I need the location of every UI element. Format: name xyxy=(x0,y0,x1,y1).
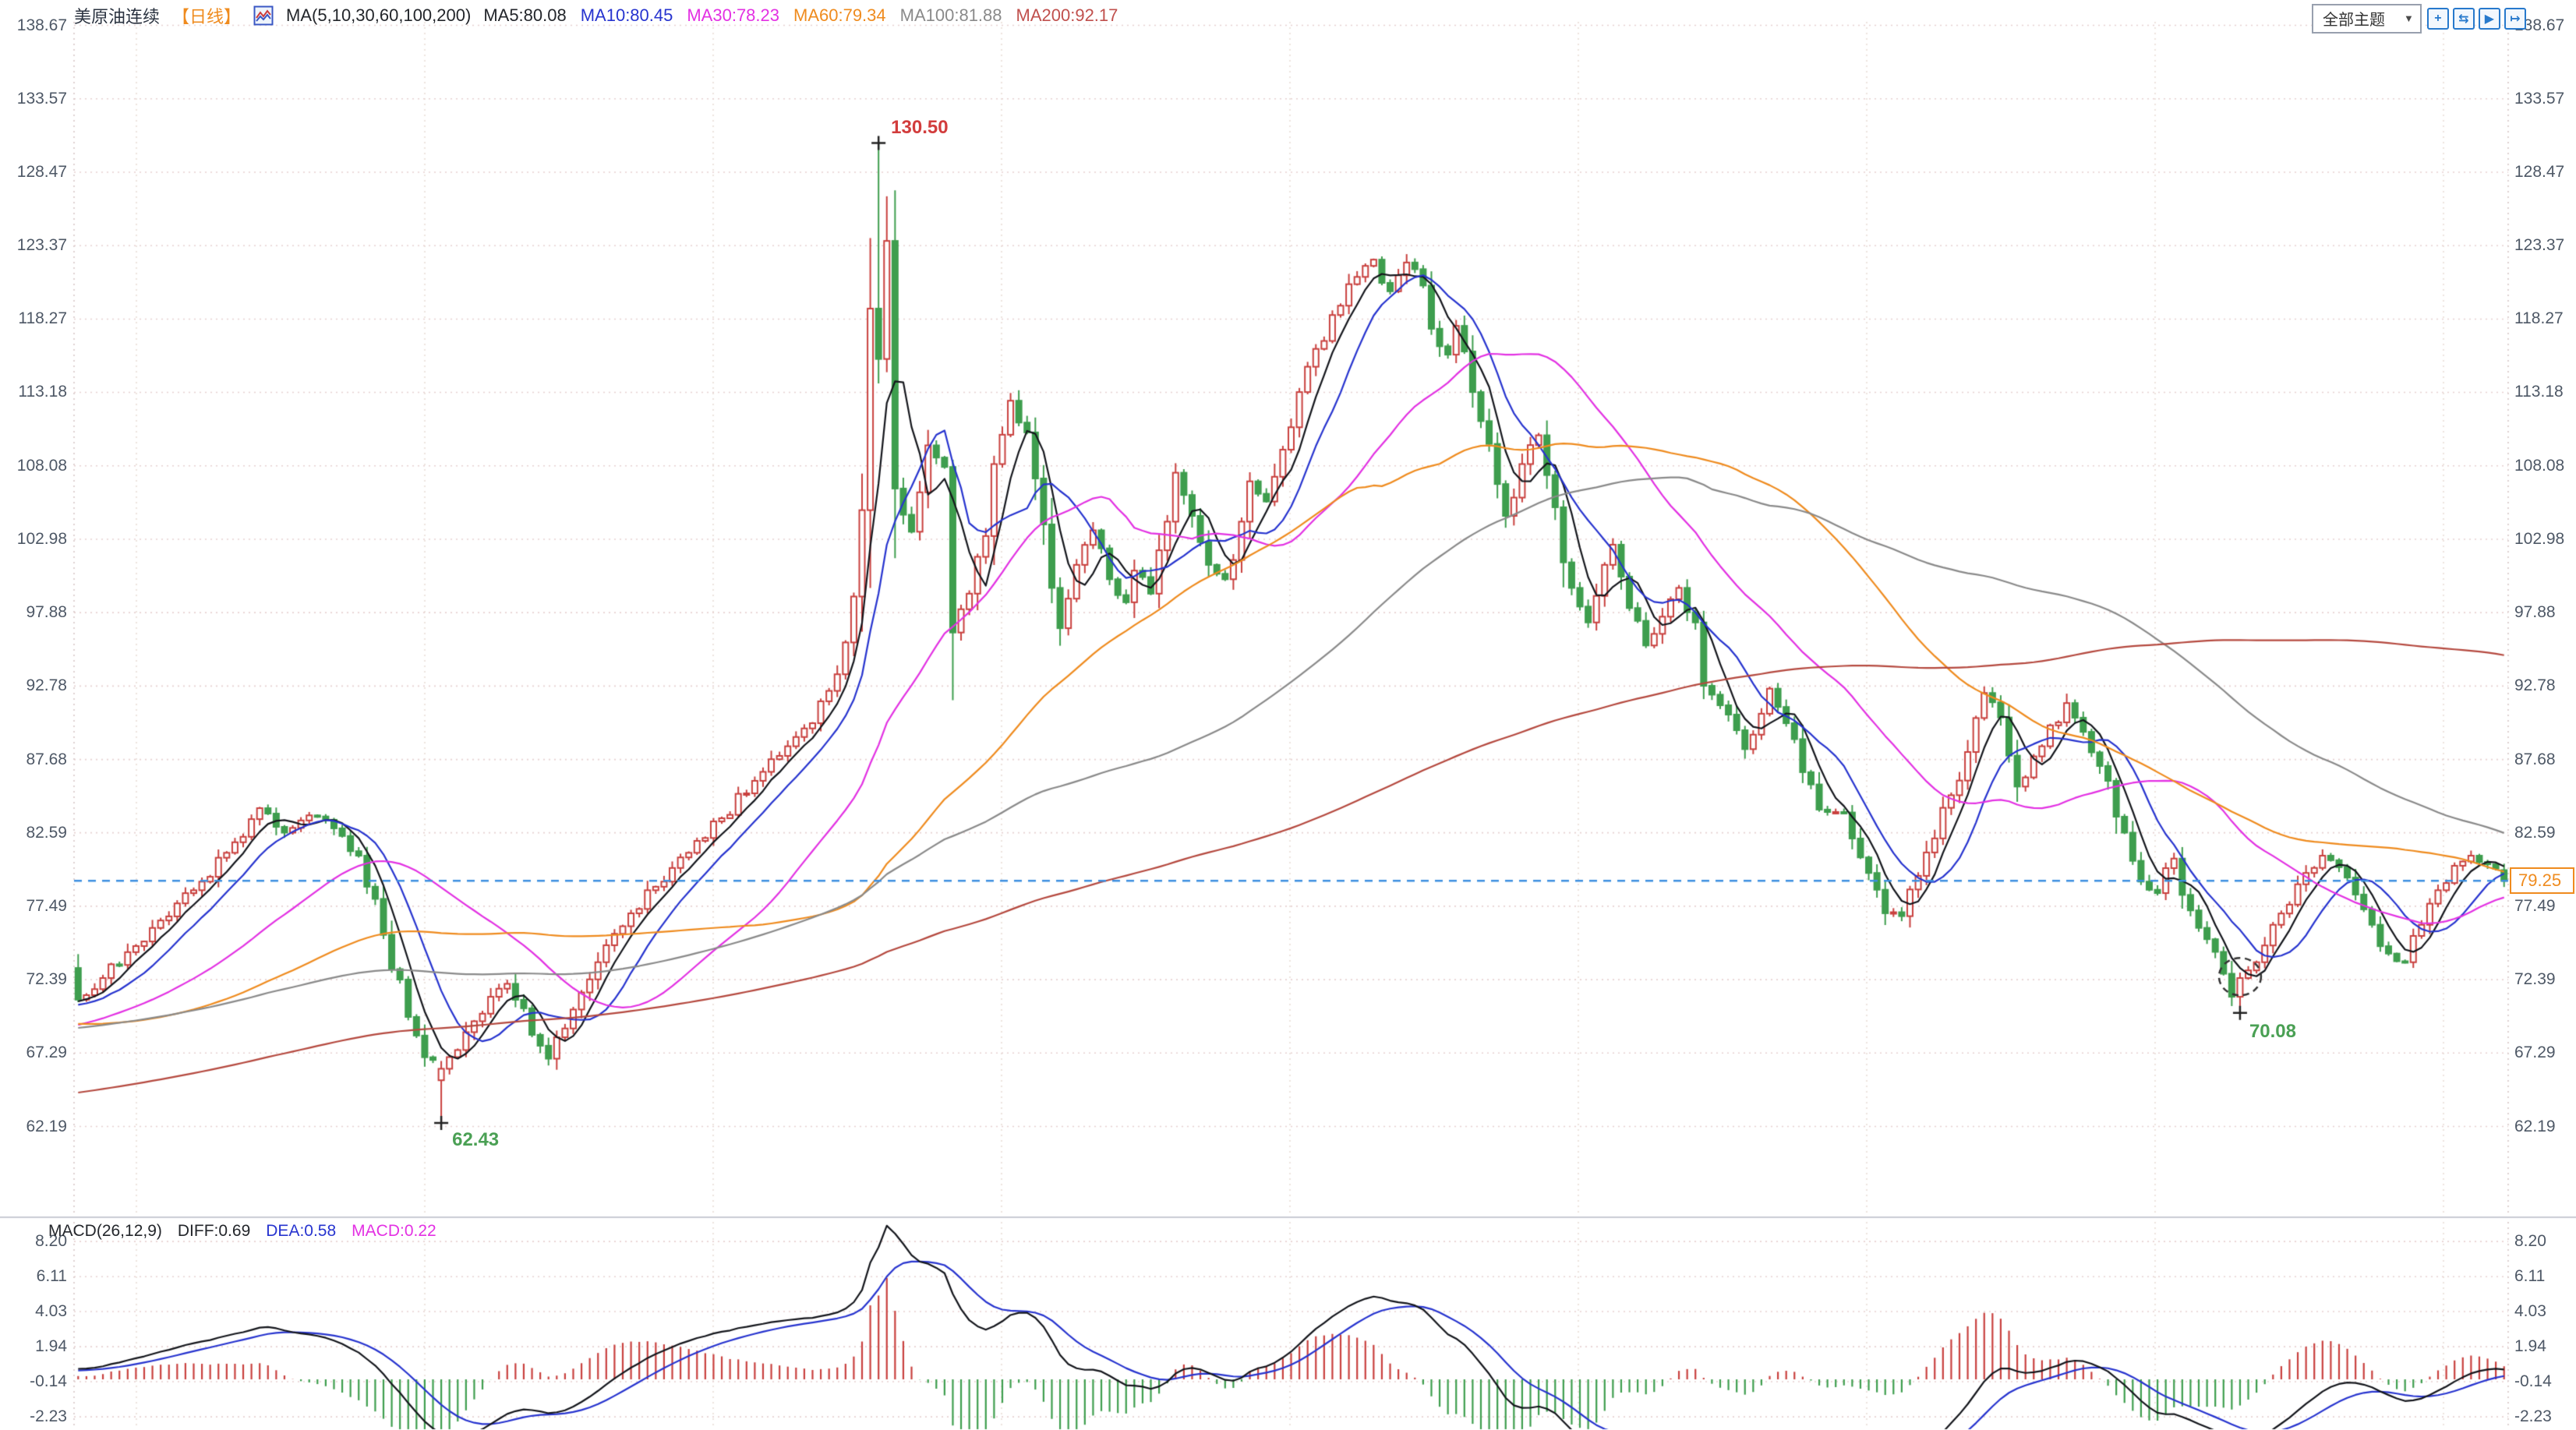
zoom-fit-icon: ⇆ xyxy=(2458,12,2469,26)
macd-header-label: DEA:0.58 xyxy=(266,1222,337,1240)
crosshair-icon: + xyxy=(2434,12,2442,25)
jump-latest-button[interactable]: ↦ xyxy=(2504,8,2526,30)
zoom-fit-button[interactable]: ⇆ xyxy=(2452,8,2475,30)
y-axis-label: 87.68 xyxy=(26,750,67,768)
y-axis-label: 113.18 xyxy=(2514,383,2564,401)
crosshair-button[interactable]: + xyxy=(2426,8,2449,30)
ma-value-label: MA30:78.23 xyxy=(687,5,779,25)
y-axis-label: 128.47 xyxy=(16,163,67,182)
ma-value-label: MA10:80.45 xyxy=(580,5,673,25)
y-axis-label: 97.88 xyxy=(2514,603,2556,622)
y-axis-label: 67.29 xyxy=(26,1043,67,1062)
y-axis-label: 97.88 xyxy=(26,603,67,622)
y-axis-label: 72.39 xyxy=(2514,970,2556,989)
y-axis-label: 8.20 xyxy=(2514,1232,2546,1251)
ma-value-label: MA60:79.34 xyxy=(793,5,886,25)
y-axis-label: 133.57 xyxy=(16,89,67,108)
ma-settings-label[interactable]: MA(5,10,30,60,100,200) xyxy=(286,5,472,25)
line-chart-icon[interactable] xyxy=(253,5,274,26)
macd-header-label: DIFF:0.69 xyxy=(177,1222,251,1240)
y-axis-label: 113.18 xyxy=(18,383,67,401)
y-axis-label: 138.67 xyxy=(16,16,67,34)
macd-header: MACD(26,12,9) DIFF:0.69 DEA:0.58 MACD:0.22 xyxy=(48,1222,436,1241)
y-axis-label: 6.11 xyxy=(2514,1267,2546,1286)
ma-value-label: MA200:92.17 xyxy=(1016,5,1118,25)
chart-toolbar: 全部主题 ▼ + ⇆ ▶ ↦ xyxy=(2312,4,2526,34)
y-axis-label: 92.78 xyxy=(2514,676,2556,695)
y-axis-label: 77.49 xyxy=(26,896,67,915)
period-high-annotation: 130.50 xyxy=(891,116,949,138)
ma-values-row: MA5:80.08 MA10:80.45 MA30:78.23 MA60:79.34 M… xyxy=(483,5,1118,26)
ma-value-label: MA100:81.88 xyxy=(899,5,1002,25)
y-axis-label: -2.23 xyxy=(30,1407,67,1426)
y-axis-label: 87.68 xyxy=(2514,750,2556,768)
period-tag[interactable]: 【日线】 xyxy=(172,7,242,26)
recent-low-annotation: 70.08 xyxy=(2249,1020,2296,1042)
tool-buttons: + ⇆ ▶ ↦ xyxy=(2426,8,2526,30)
y-axis-label: 138.67 xyxy=(2514,16,2565,34)
y-axis-label: 62.19 xyxy=(2514,1117,2556,1135)
current-price-tag[interactable]: 79.25 xyxy=(2510,867,2574,895)
y-axis-label: 123.37 xyxy=(2514,236,2565,255)
auto-scroll-button[interactable]: ▶ xyxy=(2478,8,2500,30)
theme-dropdown-label: 全部主题 xyxy=(2323,12,2385,29)
y-axis-label: -0.14 xyxy=(30,1372,67,1391)
y-axis-label: 72.39 xyxy=(26,970,67,989)
y-axis-label: 77.49 xyxy=(2514,896,2556,915)
chevron-down-icon: ▼ xyxy=(2404,12,2414,24)
theme-dropdown[interactable]: 全部主题 ▼ xyxy=(2312,4,2422,34)
y-axis-label: -0.14 xyxy=(2514,1372,2552,1391)
y-axis-label: 102.98 xyxy=(16,529,67,548)
chart-header: 美原油连续 【日线】 MA(5,10,30,60,100,200) MA5:80… xyxy=(74,3,1118,28)
y-axis-label: 108.08 xyxy=(2514,456,2565,475)
jump-latest-icon: ↦ xyxy=(2510,12,2521,26)
symbol-name: 美原油连续 xyxy=(74,7,161,26)
y-axis-label: 82.59 xyxy=(26,823,67,842)
y-axis-label: -2.23 xyxy=(2514,1407,2552,1426)
ma-value-label: MA5:80.08 xyxy=(483,5,567,25)
y-axis-label: 118.27 xyxy=(2514,309,2564,328)
y-axis-label: 62.19 xyxy=(26,1117,67,1135)
y-axis-label: 102.98 xyxy=(2514,529,2565,548)
y-axis-label: 128.47 xyxy=(2514,163,2565,182)
y-axis-label: 133.57 xyxy=(2514,89,2565,108)
y-axis-label: 6.11 xyxy=(36,1267,67,1286)
y-axis-label: 1.94 xyxy=(2514,1337,2546,1356)
y-axis-label: 4.03 xyxy=(2514,1302,2546,1321)
macd-header-label: MACD(26,12,9) xyxy=(48,1222,162,1240)
period-low-annotation: 62.43 xyxy=(452,1129,500,1151)
y-axis-label: 118.27 xyxy=(18,309,67,328)
macd-header-label: MACD:0.22 xyxy=(352,1222,436,1240)
y-axis-label: 108.08 xyxy=(16,456,67,475)
y-axis-label: 123.37 xyxy=(16,236,67,255)
y-axis-label: 92.78 xyxy=(26,676,67,695)
auto-scroll-icon: ▶ xyxy=(2484,12,2495,26)
y-axis-label: 8.20 xyxy=(35,1232,67,1251)
y-axis-label: 4.03 xyxy=(35,1302,67,1321)
y-axis-label: 82.59 xyxy=(2514,823,2556,842)
y-axis-label: 67.29 xyxy=(2514,1043,2556,1062)
y-axis-label: 1.94 xyxy=(35,1337,67,1356)
